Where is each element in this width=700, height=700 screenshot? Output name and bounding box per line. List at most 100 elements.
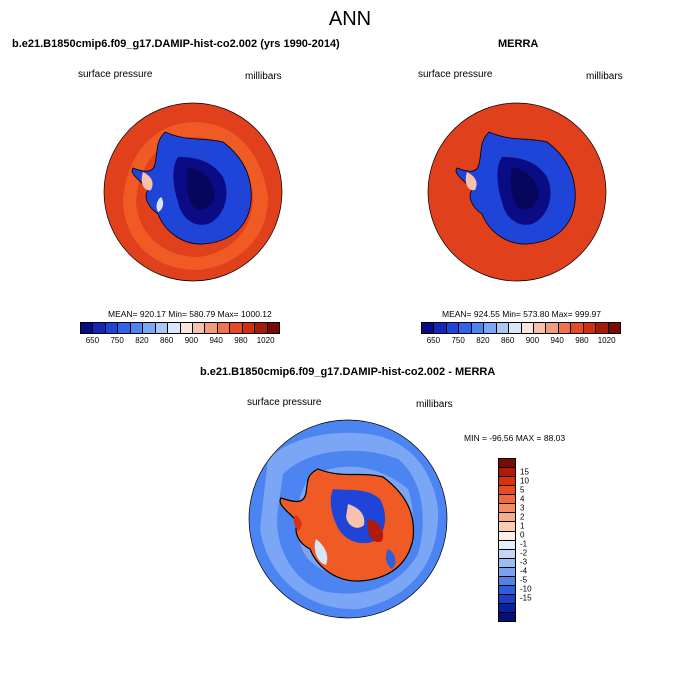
obs-colorbar-swatch (533, 323, 547, 333)
model-colorbar-swatch (155, 323, 169, 333)
diff-colorbar-swatch (499, 513, 515, 523)
diff-colorbar-swatch (499, 522, 515, 532)
diff-colorbar-tick-label: -2 (520, 548, 528, 557)
diff-colorbar-tick-label: 4 (520, 494, 525, 503)
diff-colorbar-swatch (499, 604, 515, 614)
diff-colorbar-tick-label: 5 (520, 485, 525, 494)
model-colorbar-swatch (168, 323, 181, 333)
model-colorbar-swatch (118, 323, 131, 333)
model-colorbar-tick-label: 900 (184, 336, 199, 345)
model-colorbar-tick-label: 860 (159, 336, 174, 345)
diff-colorbar-tick-label: 2 (520, 512, 525, 521)
obs-panel-title: MERRA (498, 38, 539, 50)
obs-colorbar-swatch (596, 323, 609, 333)
model-colorbar (80, 322, 280, 334)
diff-colorbar-tick-label: -5 (520, 575, 528, 584)
model-colorbar-tick-label: 980 (234, 336, 248, 345)
diff-colorbar-swatch (499, 468, 515, 478)
model-colorbar-tick-label: 820 (135, 336, 149, 345)
diff-colorbar-swatch (499, 594, 515, 604)
model-colorbar-swatch (105, 323, 119, 333)
diff-colorbar-tick-label: -3 (520, 557, 528, 566)
diff-colorbar-swatch (499, 558, 515, 568)
diff-stats: MIN = -96.56 MAX = 88.03 (464, 433, 566, 443)
obs-colorbar (421, 322, 621, 334)
diff-colorbar-tick-label: 1 (520, 521, 525, 530)
model-variable-label: surface pressure (78, 69, 153, 80)
obs-colorbar-swatch (546, 323, 559, 333)
model-colorbar-swatch (242, 323, 256, 333)
obs-units-label: millibars (586, 71, 623, 82)
obs-colorbar-tick-label: 1020 (597, 336, 616, 345)
diff-colorbar-tick-label: 0 (520, 530, 525, 539)
diff-colorbar-swatch (499, 585, 515, 595)
model-colorbar-tick-label: 1020 (256, 336, 275, 345)
obs-colorbar-tick-label: 650 (426, 336, 441, 345)
diff-colorbar-swatch (499, 504, 515, 514)
model-units-label: millibars (245, 71, 282, 82)
diff-panel-title: b.e21.B1850cmip6.f09_g17.DAMIP-hist-co2.… (200, 366, 496, 378)
obs-stats: MEAN= 924.55 Min= 573.80 Max= 999.97 (442, 309, 602, 319)
obs-colorbar-swatch (521, 323, 534, 333)
obs-colorbar-swatch (459, 323, 472, 333)
obs-colorbar-tick-label: 860 (500, 336, 515, 345)
model-colorbar-swatch (93, 323, 106, 333)
model-colorbar-swatch (180, 323, 193, 333)
model-colorbar-tick-label: 750 (110, 336, 124, 345)
model-colorbar-swatch (192, 323, 206, 333)
model-colorbar-swatch (230, 323, 243, 333)
obs-colorbar-swatch (484, 323, 497, 333)
main-title: ANN (328, 8, 372, 30)
obs-colorbar-swatch (471, 323, 485, 333)
diff-colorbar-swatch (499, 567, 515, 577)
diff-colorbar-swatch (499, 495, 515, 505)
model-panel-title: b.e21.B1850cmip6.f09_g17.DAMIP-hist-co2.… (12, 38, 340, 50)
model-polar-map (103, 102, 283, 282)
diff-colorbar-tick-label: -1 (520, 539, 528, 548)
diff-colorbar-swatch (499, 549, 515, 559)
diff-variable-label: surface pressure (247, 397, 322, 408)
diff-units-label: millibars (416, 399, 453, 410)
obs-colorbar-tick-label: 900 (525, 336, 540, 345)
model-colorbar-tick-label: 940 (209, 336, 223, 345)
obs-colorbar-swatch (571, 323, 584, 333)
model-colorbar-swatch (217, 323, 231, 333)
diff-colorbar-swatch (499, 531, 515, 541)
diff-colorbar-swatch (499, 477, 515, 487)
diff-colorbar-swatch (499, 459, 515, 469)
model-colorbar-swatch (205, 323, 218, 333)
diff-colorbar-swatch (499, 486, 515, 496)
obs-colorbar-swatch (509, 323, 522, 333)
obs-colorbar-swatch (422, 323, 435, 333)
obs-colorbar-swatch (583, 323, 597, 333)
diff-colorbar-tick-label: 15 (520, 467, 529, 476)
diff-colorbar-swatch (499, 540, 515, 550)
model-colorbar-swatch (130, 323, 144, 333)
model-colorbar-swatch (267, 323, 279, 333)
obs-colorbar-tick-label: 820 (476, 336, 490, 345)
model-colorbar-swatch (255, 323, 268, 333)
obs-colorbar-tick-label: 750 (451, 336, 465, 345)
model-stats: MEAN= 920.17 Min= 580.79 Max= 1000.12 (108, 309, 272, 319)
diff-colorbar-tick-label: -15 (520, 593, 532, 602)
obs-colorbar-swatch (496, 323, 510, 333)
obs-colorbar-tick-label: 980 (575, 336, 589, 345)
diff-colorbar-tick-label: -4 (520, 566, 528, 575)
diff-colorbar-tick-label: 10 (520, 476, 529, 485)
obs-colorbar-swatch (446, 323, 460, 333)
diff-colorbar-tick-label: -10 (520, 584, 532, 593)
model-colorbar-swatch (81, 323, 94, 333)
diff-colorbar (498, 458, 516, 622)
obs-colorbar-swatch (608, 323, 620, 333)
obs-polar-map (427, 102, 607, 282)
diff-colorbar-tick-label: 3 (520, 503, 525, 512)
obs-colorbar-tick-label: 940 (550, 336, 564, 345)
obs-colorbar-swatch (558, 323, 572, 333)
diff-polar-map (248, 419, 448, 619)
diff-colorbar-swatch (499, 576, 515, 586)
obs-colorbar-swatch (434, 323, 447, 333)
model-colorbar-swatch (143, 323, 156, 333)
obs-variable-label: surface pressure (418, 69, 493, 80)
model-colorbar-tick-label: 650 (85, 336, 100, 345)
diff-colorbar-swatch (499, 613, 515, 622)
